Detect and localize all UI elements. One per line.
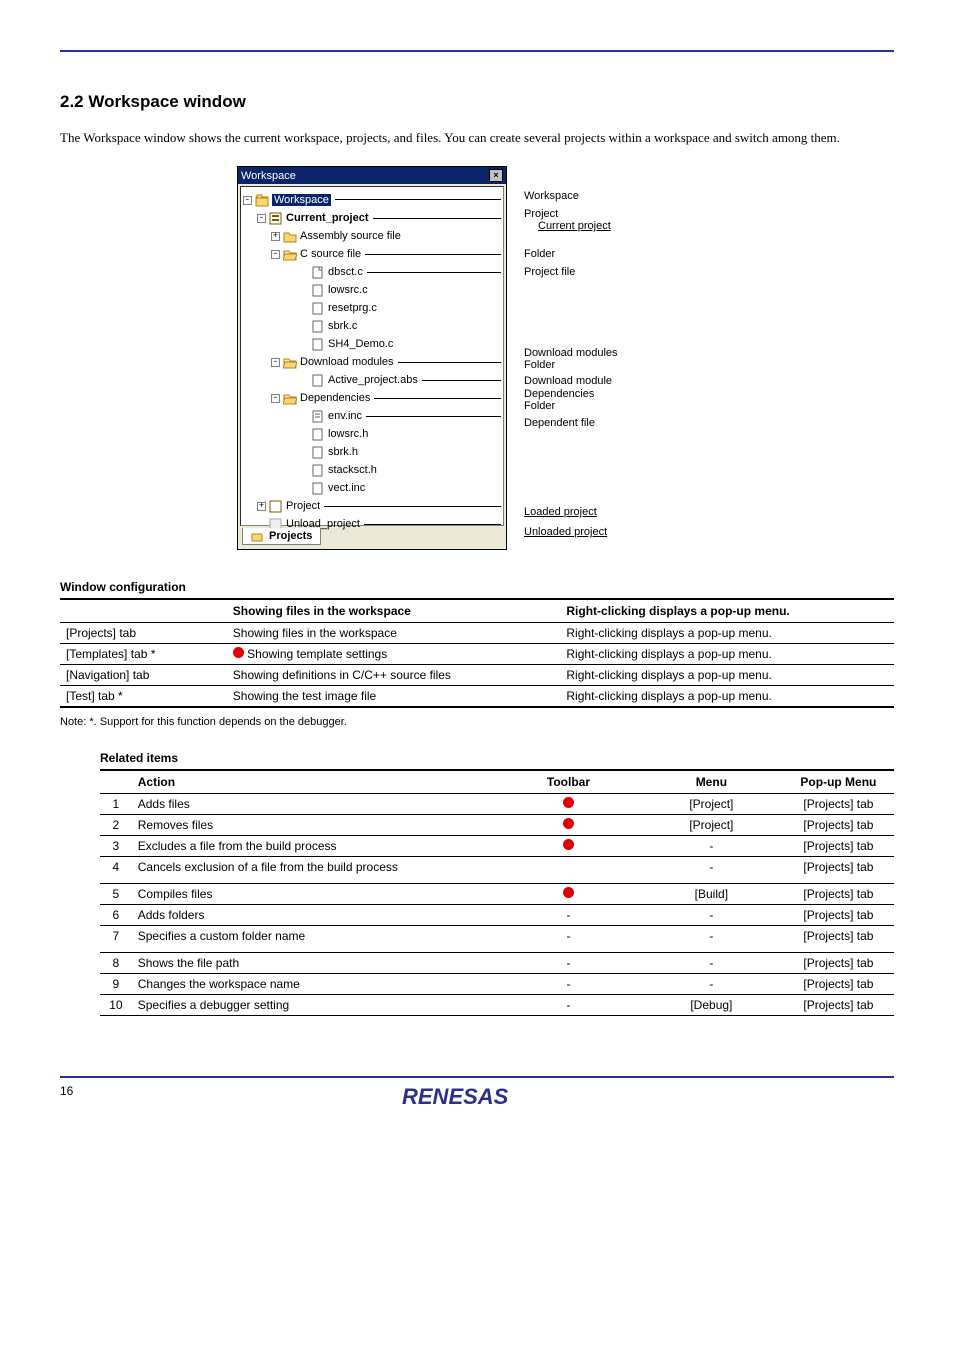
c-file-icon <box>311 284 325 297</box>
table-row: 9Changes the workspace name--[Projects] … <box>100 974 894 995</box>
table-row: 10Specifies a debugger setting-[Debug][P… <box>100 995 894 1016</box>
red-circle-icon <box>563 839 574 850</box>
workspace-icon <box>255 194 269 207</box>
c-file-icon <box>311 266 325 279</box>
tree-dep-folder[interactable]: - Dependencies <box>243 389 501 407</box>
table2-title: Related items <box>100 751 894 765</box>
h-file-icon <box>311 428 325 441</box>
table-row: [Test] tab *Showing the test image fileR… <box>60 686 894 708</box>
tree-file[interactable]: sbrk.h <box>243 443 501 461</box>
table1-title: Window configuration <box>60 580 894 594</box>
collapse-icon[interactable]: - <box>271 358 280 367</box>
window-titlebar: Workspace × <box>238 167 506 184</box>
tree-file[interactable]: vect.inc <box>243 479 501 497</box>
red-circle-icon <box>563 887 574 898</box>
anno-dlmods: Download modules Folder <box>524 347 618 371</box>
table-row: 5Compiles files[Build][Projects] tab <box>100 884 894 905</box>
collapse-icon[interactable]: - <box>257 214 266 223</box>
page-number: 16 <box>60 1084 73 1098</box>
red-circle-icon <box>233 647 244 658</box>
window-config-table: Showing files in the workspaceRight-clic… <box>60 598 894 708</box>
workspace-window: Workspace × - Workspace - <box>237 166 507 550</box>
anno-project-file: Project file <box>524 266 575 278</box>
workspace-icon <box>251 531 263 542</box>
anno-dlmod: Download module <box>524 375 612 387</box>
expand-icon[interactable]: + <box>271 232 280 241</box>
h-file-icon <box>311 482 325 495</box>
tree-dl-file[interactable]: Active_project.abs <box>243 371 501 389</box>
project-icon <box>269 212 283 225</box>
h-file-icon <box>311 410 325 423</box>
page-footer: 16 RENESAS <box>60 1076 894 1114</box>
tree-dep-folder-label[interactable]: Dependencies <box>300 392 370 404</box>
table-row: [Navigation] tabShowing definitions in C… <box>60 665 894 686</box>
table-row: [Templates] tab * Showing template setti… <box>60 644 894 665</box>
tree-c-folder-label[interactable]: C source file <box>300 248 361 260</box>
tree-file[interactable]: SH4_Demo.c <box>243 335 501 353</box>
collapse-icon[interactable]: - <box>271 394 280 403</box>
workspace-screenshot: Workspace Project Current project Folder… <box>237 166 717 550</box>
related-items-table: Action Toolbar Menu Pop-up Menu 1Adds fi… <box>100 769 894 1016</box>
expand-icon[interactable]: + <box>257 502 266 511</box>
table-row: 3Excludes a file from the build process-… <box>100 836 894 857</box>
table-row: 4Cancels exclusion of a file from the bu… <box>100 857 894 878</box>
intro-paragraph: The Workspace window shows the current w… <box>60 128 894 148</box>
table1-footnote: Note: *. Support for this function depen… <box>60 714 894 731</box>
renesas-logo: RENESAS <box>402 1084 552 1110</box>
c-file-icon <box>311 302 325 315</box>
tree-loaded-project[interactable]: + Project <box>243 497 501 515</box>
section-heading: 2.2 Workspace window <box>60 92 894 112</box>
tree-file[interactable]: dbsct.c <box>243 263 501 281</box>
window-title: Workspace <box>241 170 296 182</box>
project-icon <box>269 500 283 513</box>
c-file-icon <box>311 320 325 333</box>
tree-root[interactable]: - Workspace <box>243 191 501 209</box>
tree-dl-folder[interactable]: - Download modules <box>243 353 501 371</box>
h-file-icon <box>311 464 325 477</box>
tree-file[interactable]: lowsrc.c <box>243 281 501 299</box>
abs-file-icon <box>311 374 325 387</box>
tree-c-folder[interactable]: - C source file <box>243 245 501 263</box>
collapse-icon[interactable]: - <box>243 196 252 205</box>
projects-tab[interactable]: Projects <box>242 528 321 545</box>
tree-view[interactable]: - Workspace - Current_project <box>240 186 504 526</box>
tree-file[interactable]: stacksct.h <box>243 461 501 479</box>
tree-current-project-label[interactable]: Current_project <box>286 212 369 224</box>
table-row: 2Removes files[Project][Projects] tab <box>100 815 894 836</box>
table-row: 6Adds folders--[Projects] tab <box>100 905 894 926</box>
anno-deps: Dependencies Folder <box>524 388 594 412</box>
anno-depfile: Dependent file <box>524 417 595 429</box>
tab-bar: Projects <box>238 528 506 549</box>
tree-asm-folder[interactable]: + Assembly source file <box>243 227 501 245</box>
c-file-icon <box>311 338 325 351</box>
folder-open-icon <box>283 356 297 369</box>
tree-current-project[interactable]: - Current_project <box>243 209 501 227</box>
table-row: 8Shows the file path--[Projects] tab <box>100 953 894 974</box>
folder-open-icon <box>283 248 297 261</box>
anno-loaded: Loaded project <box>524 506 597 518</box>
collapse-icon[interactable]: - <box>271 250 280 259</box>
tree-file[interactable]: env.inc <box>243 407 501 425</box>
tree-file[interactable]: resetprg.c <box>243 299 501 317</box>
h-file-icon <box>311 446 325 459</box>
tree-dl-folder-label[interactable]: Download modules <box>300 356 394 368</box>
anno-workspace: Workspace <box>524 190 579 202</box>
close-button[interactable]: × <box>489 169 503 182</box>
red-circle-icon <box>563 797 574 808</box>
table-row: 7Specifies a custom folder name--[Projec… <box>100 926 894 947</box>
anno-folder: Folder <box>524 248 555 260</box>
anno-project: Project Current project <box>524 208 611 232</box>
folder-closed-icon <box>283 230 297 243</box>
tree-root-label[interactable]: Workspace <box>272 194 331 206</box>
tree-asm-folder-label[interactable]: Assembly source file <box>300 230 401 242</box>
svg-text:RENESAS: RENESAS <box>402 1084 509 1109</box>
table-row: 1Adds files[Project][Projects] tab <box>100 794 894 815</box>
anno-unloaded: Unloaded project <box>524 526 607 538</box>
folder-open-icon <box>283 392 297 405</box>
tree-file[interactable]: lowsrc.h <box>243 425 501 443</box>
red-circle-icon <box>563 818 574 829</box>
table-row: [Projects] tabShowing files in the works… <box>60 623 894 644</box>
tree-file[interactable]: sbrk.c <box>243 317 501 335</box>
